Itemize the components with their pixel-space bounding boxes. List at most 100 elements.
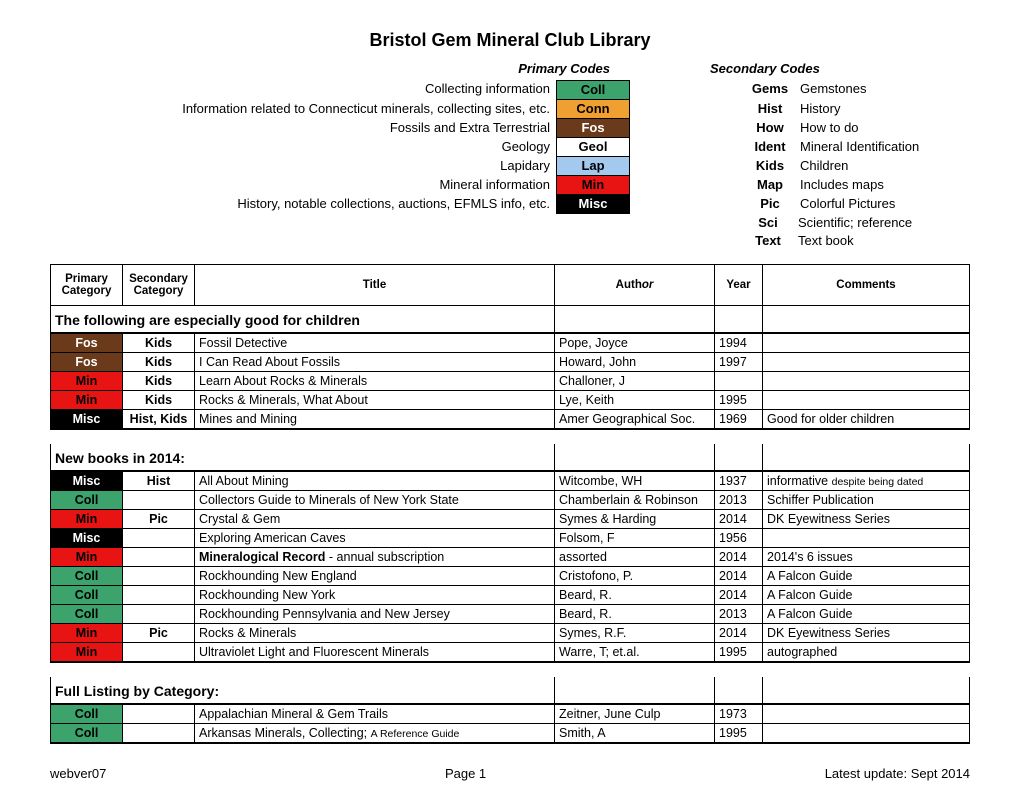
section-heading-row: New books in 2014: — [51, 444, 970, 471]
section-heading: Full Listing by Category: — [51, 677, 555, 704]
secondary-code-abbr: Hist — [740, 100, 800, 119]
year-cell: 1973 — [715, 704, 763, 724]
page-footer: webver07 Page 1 Latest update: Sept 2014 — [50, 766, 970, 781]
title-cell: Learn About Rocks & Minerals — [195, 372, 555, 391]
primary-category-cell: Min — [51, 372, 123, 391]
comments-cell — [763, 529, 970, 548]
table-row: Min Mineralogical Record - annual subscri… — [51, 548, 970, 567]
secondary-category-cell: Pic — [123, 624, 195, 643]
footer-right: Latest update: Sept 2014 — [825, 766, 970, 781]
primary-code-label: Mineral information — [50, 176, 556, 195]
title-cell: Fossil Detective — [195, 333, 555, 353]
table-row: CollRockhounding Pennsylvania and New Je… — [51, 605, 970, 624]
title-cell: Ultraviolet Light and Fluorescent Minera… — [195, 643, 555, 663]
comments-cell — [763, 333, 970, 353]
secondary-code-abbr: Kids — [740, 157, 800, 176]
primary-category-cell: Coll — [51, 586, 123, 605]
table-row: CollRockhounding New YorkBeard, R.2014A … — [51, 586, 970, 605]
secondary-code-def: History — [800, 100, 970, 119]
year-cell: 2013 — [715, 605, 763, 624]
section-heading: The following are especially good for ch… — [51, 306, 555, 334]
section-heading: New books in 2014: — [51, 444, 555, 471]
year-cell: 2014 — [715, 567, 763, 586]
col-secondary: Secondary Category — [123, 265, 195, 306]
table-row: MiscHistAll About MiningWitcombe, WH1937… — [51, 471, 970, 491]
author-cell: Lye, Keith — [555, 391, 715, 410]
primary-code-badge: Lap — [556, 157, 630, 176]
secondary-code-abbr: Sci — [738, 214, 798, 232]
secondary-code-def: Colorful Pictures — [800, 195, 970, 214]
page-title: Bristol Gem Mineral Club Library — [50, 30, 970, 51]
primary-category-cell: Coll — [51, 704, 123, 724]
table-row: MinKidsLearn About Rocks & MineralsChall… — [51, 372, 970, 391]
table-row: Misc Exploring American CavesFolsom, F195… — [51, 529, 970, 548]
title-cell: Rockhounding New York — [195, 586, 555, 605]
codes-legend: Collecting informationCollGemsGemstonesI… — [50, 80, 970, 250]
secondary-category-cell: Kids — [123, 391, 195, 410]
primary-code-label: Lapidary — [50, 157, 556, 176]
author-cell: Symes & Harding — [555, 510, 715, 529]
codes-row: TextText book — [50, 232, 970, 250]
secondary-category-cell — [123, 548, 195, 567]
comments-cell: 2014's 6 issues — [763, 548, 970, 567]
primary-category-cell: Coll — [51, 724, 123, 744]
title-cell: I Can Read About Fossils — [195, 353, 555, 372]
table-row: Coll Arkansas Minerals, Collecting; A Ref… — [51, 724, 970, 744]
title-cell: Mineralogical Record - annual subscripti… — [195, 548, 555, 567]
codes-headings: Primary Codes Secondary Codes — [50, 61, 970, 76]
title-cell: Crystal & Gem — [195, 510, 555, 529]
footer-left: webver07 — [50, 766, 106, 781]
primary-category-cell: Misc — [51, 529, 123, 548]
year-cell: 1995 — [715, 724, 763, 744]
codes-row: Information related to Connecticut miner… — [50, 100, 970, 119]
secondary-category-cell — [123, 529, 195, 548]
primary-category-cell: Misc — [51, 410, 123, 430]
title-cell: Exploring American Caves — [195, 529, 555, 548]
secondary-code-def: Children — [800, 157, 970, 176]
title-cell: Rocks & Minerals, What About — [195, 391, 555, 410]
table-row: FosKidsFossil DetectivePope, Joyce1994 — [51, 333, 970, 353]
table-row: MinUltraviolet Light and Fluorescent Min… — [51, 643, 970, 663]
secondary-category-cell: Hist — [123, 471, 195, 491]
primary-code-badge: Fos — [556, 119, 630, 138]
comments-cell: DK Eyewitness Series — [763, 510, 970, 529]
author-cell: Cristofono, P. — [555, 567, 715, 586]
primary-code-label — [50, 232, 556, 250]
col-year: Year — [715, 265, 763, 306]
secondary-code-abbr: Pic — [740, 195, 800, 214]
secondary-code-abbr: Gems — [740, 80, 800, 100]
primary-code-badge: Misc — [556, 195, 630, 214]
author-cell: assorted — [555, 548, 715, 567]
codes-row: History, notable collections, auctions, … — [50, 195, 970, 214]
primary-code-badge: Min — [556, 176, 630, 195]
author-cell: Folsom, F — [555, 529, 715, 548]
secondary-code-abbr: How — [740, 119, 800, 138]
table-row: CollAppalachian Mineral & Gem TrailsZeit… — [51, 704, 970, 724]
secondary-code-def: Mineral Identification — [800, 138, 970, 157]
secondary-code-abbr: Ident — [740, 138, 800, 157]
primary-category-cell: Min — [51, 548, 123, 567]
author-cell: Amer Geographical Soc. — [555, 410, 715, 430]
year-cell: 2014 — [715, 548, 763, 567]
comments-cell — [763, 704, 970, 724]
secondary-code-def: Gemstones — [800, 80, 970, 100]
primary-category-cell: Min — [51, 510, 123, 529]
year-cell: 1956 — [715, 529, 763, 548]
primary-category-cell: Coll — [51, 605, 123, 624]
comments-cell: A Falcon Guide — [763, 586, 970, 605]
secondary-code-def: How to do — [800, 119, 970, 138]
table-row: MinPicRocks & MineralsSymes, R.F.2014DK … — [51, 624, 970, 643]
comments-cell — [763, 353, 970, 372]
author-cell: Beard, R. — [555, 586, 715, 605]
primary-category-cell: Misc — [51, 471, 123, 491]
secondary-category-cell — [123, 643, 195, 663]
author-cell: Pope, Joyce — [555, 333, 715, 353]
codes-row: Collecting informationCollGemsGemstones — [50, 80, 970, 100]
primary-code-badge — [556, 232, 628, 250]
title-cell: Appalachian Mineral & Gem Trails — [195, 704, 555, 724]
author-cell: Witcombe, WH — [555, 471, 715, 491]
table-row: MinKidsRocks & Minerals, What AboutLye, … — [51, 391, 970, 410]
footer-center: Page 1 — [445, 766, 486, 781]
secondary-code-abbr: Text — [738, 232, 798, 250]
title-cell: Arkansas Minerals, Collecting; A Referen… — [195, 724, 555, 744]
